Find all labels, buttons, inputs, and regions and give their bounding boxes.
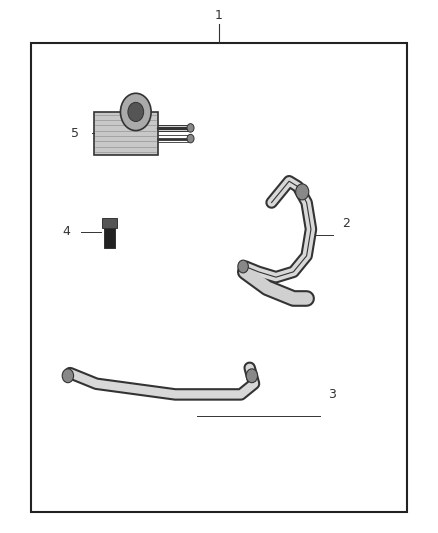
Circle shape bbox=[238, 260, 248, 273]
Text: 1: 1 bbox=[215, 10, 223, 22]
Text: 3: 3 bbox=[328, 388, 336, 401]
Circle shape bbox=[62, 369, 74, 383]
Bar bbox=[31, 43, 407, 512]
Bar bbox=[102, 218, 117, 228]
Polygon shape bbox=[94, 112, 158, 155]
Circle shape bbox=[128, 102, 144, 122]
Bar bbox=[104, 228, 115, 248]
Circle shape bbox=[187, 134, 194, 143]
Circle shape bbox=[296, 184, 309, 200]
Text: 2: 2 bbox=[342, 217, 350, 230]
Circle shape bbox=[120, 93, 151, 131]
Text: 4: 4 bbox=[62, 225, 70, 238]
Circle shape bbox=[246, 369, 258, 383]
Circle shape bbox=[187, 124, 194, 132]
Text: 5: 5 bbox=[71, 127, 79, 140]
